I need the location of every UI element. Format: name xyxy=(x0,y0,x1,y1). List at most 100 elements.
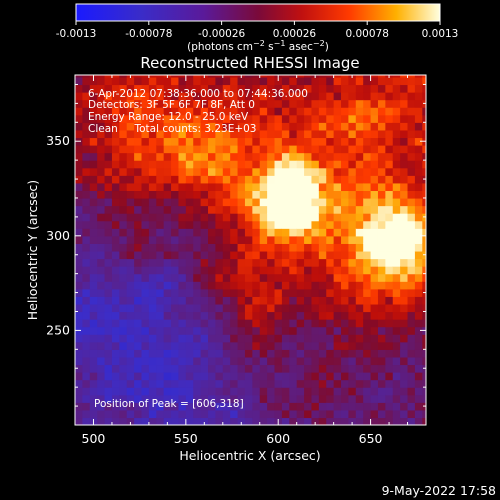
heatmap-cell xyxy=(237,228,246,237)
heatmap-cell xyxy=(400,326,409,335)
heatmap-cell xyxy=(141,417,150,425)
heatmap-cell xyxy=(252,288,261,297)
heatmap-cell xyxy=(171,288,180,297)
heatmap-cell xyxy=(200,372,209,381)
heatmap-cell xyxy=(318,319,327,328)
heatmap-cell xyxy=(126,349,135,358)
heatmap-cell xyxy=(141,266,150,275)
heatmap-cell xyxy=(126,76,135,86)
heatmap-cell xyxy=(119,409,128,419)
heatmap-cell xyxy=(392,175,401,184)
heatmap-cell xyxy=(333,75,342,78)
heatmap-cell xyxy=(141,402,150,411)
heatmap-cell xyxy=(392,417,401,425)
heatmap-cell xyxy=(377,266,386,275)
heatmap-cell xyxy=(311,266,320,275)
heatmap-cell xyxy=(414,341,423,350)
heatmap-cell xyxy=(304,84,313,93)
heatmap-cell xyxy=(407,107,416,116)
heatmap-cell xyxy=(230,175,239,184)
heatmap-cell xyxy=(148,197,157,207)
heatmap-cell xyxy=(89,137,98,146)
heatmap-cell xyxy=(311,243,320,252)
heatmap-cell xyxy=(289,129,298,139)
heatmap-cell xyxy=(200,190,209,199)
heatmap-cell xyxy=(193,84,202,93)
heatmap-cell xyxy=(163,92,172,101)
heatmap-cell xyxy=(75,409,83,419)
heatmap-cell xyxy=(134,417,143,425)
heatmap-cell xyxy=(193,409,202,419)
heatmap-cell xyxy=(119,76,128,86)
heatmap-cell xyxy=(97,334,106,343)
heatmap-cell xyxy=(414,145,423,154)
heatmap-cell xyxy=(377,129,386,139)
heatmap-cell xyxy=(304,296,313,305)
heatmap-cell xyxy=(318,167,327,176)
heatmap-cell xyxy=(274,334,283,343)
heatmap-cell xyxy=(222,402,231,411)
heatmap-cell xyxy=(237,266,246,275)
heatmap-cell xyxy=(400,250,409,260)
heatmap-cell xyxy=(75,319,83,328)
heatmap-cell xyxy=(392,303,401,313)
heatmap-cell xyxy=(244,334,253,343)
heatmap-cell xyxy=(82,266,91,275)
heatmap-cell xyxy=(215,129,224,139)
heatmap-cell xyxy=(75,296,83,305)
heatmap-cell xyxy=(230,122,239,131)
heatmap-cell xyxy=(171,311,180,320)
heatmap-cell xyxy=(134,213,143,222)
heatmap-cell xyxy=(163,190,172,199)
heatmap-cell xyxy=(289,197,298,207)
heatmap-cell xyxy=(193,379,202,388)
heatmap-cell xyxy=(341,114,350,123)
heatmap-cell xyxy=(274,137,283,146)
heatmap-cell xyxy=(230,281,239,290)
heatmap-cell xyxy=(348,114,357,123)
heatmap-cell xyxy=(119,145,128,154)
heatmap-cell xyxy=(178,92,187,101)
heatmap-cell xyxy=(333,364,342,373)
heatmap-cell xyxy=(252,107,261,116)
heatmap-cell xyxy=(377,76,386,86)
heatmap-cell xyxy=(348,387,357,396)
heatmap-cell xyxy=(119,197,128,207)
heatmap-cell xyxy=(311,152,320,161)
heatmap-cell xyxy=(208,402,216,411)
heatmap-cell xyxy=(156,349,165,358)
heatmap-cell xyxy=(82,334,91,343)
heatmap-cell xyxy=(178,372,187,381)
heatmap-cell xyxy=(208,266,216,275)
heatmap-cell xyxy=(97,228,106,237)
heatmap-cell xyxy=(348,364,357,373)
heatmap-cell xyxy=(377,417,386,425)
heatmap-cell xyxy=(385,288,394,297)
heatmap-cell xyxy=(185,296,194,305)
heatmap-cell xyxy=(156,84,165,93)
heatmap-cell xyxy=(318,122,327,131)
heatmap-cell xyxy=(156,372,165,381)
heatmap-cell xyxy=(311,311,320,320)
heatmap-cell xyxy=(126,84,135,93)
heatmap-cell xyxy=(97,152,106,161)
heatmap-cell xyxy=(141,319,150,328)
heatmap-cell xyxy=(252,92,261,101)
heatmap-cell xyxy=(355,250,364,260)
heatmap-cell xyxy=(400,107,409,116)
heatmap-cell xyxy=(222,311,231,320)
heatmap-cell xyxy=(126,311,135,320)
heatmap-cell xyxy=(208,160,216,169)
heatmap-cell xyxy=(385,349,394,358)
heatmap-cell xyxy=(237,182,246,192)
heatmap-cell xyxy=(407,213,416,222)
heatmap-cell xyxy=(296,122,305,131)
heatmap-cell xyxy=(326,75,335,78)
heatmap-cell xyxy=(370,311,379,320)
heatmap-cell xyxy=(97,129,106,139)
heatmap-cell xyxy=(311,349,320,358)
heatmap-cell xyxy=(259,379,268,388)
heatmap-cell xyxy=(377,197,386,207)
heatmap-cell xyxy=(348,205,357,214)
heatmap-cell xyxy=(326,417,335,425)
